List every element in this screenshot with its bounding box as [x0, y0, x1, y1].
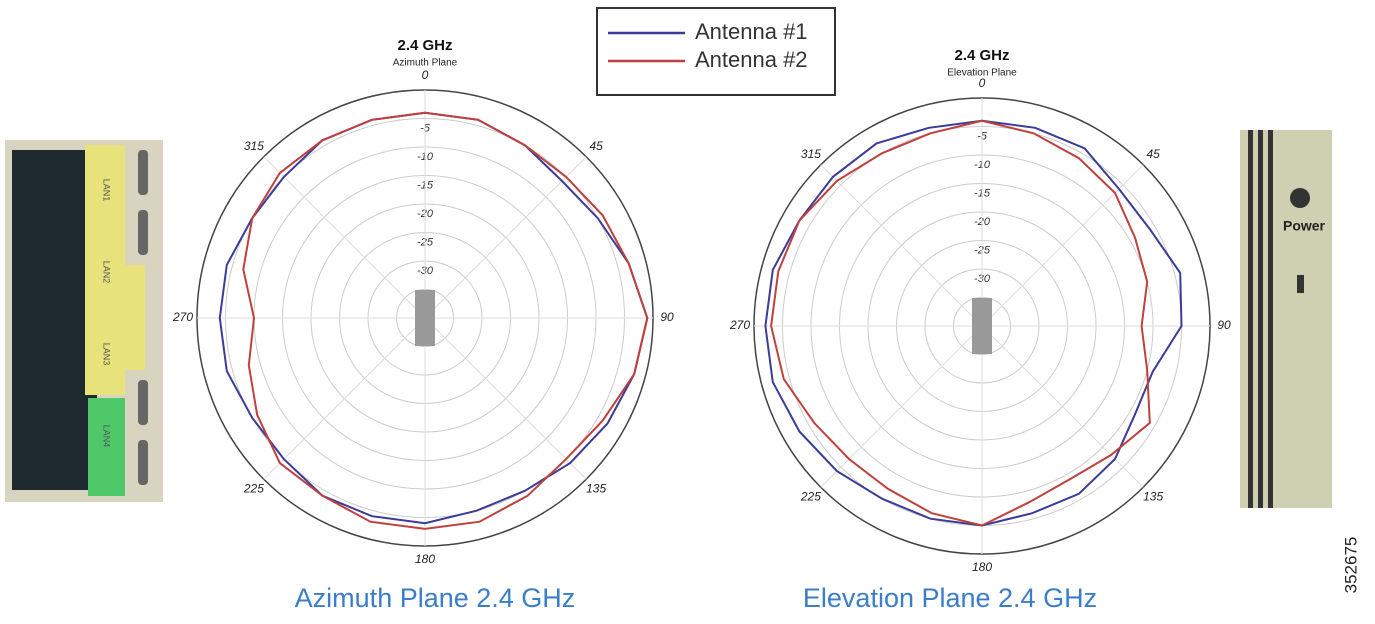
grid-spoke: [263, 317, 426, 480]
slot: [138, 380, 148, 425]
theta-tick-label: 270: [729, 318, 750, 332]
port-label: LAN3: [102, 343, 112, 366]
chart-title: 2.4 GHz: [954, 47, 1009, 64]
grid-spoke: [820, 164, 983, 327]
port-label: LAN1: [102, 179, 112, 202]
photo-frame: [1240, 130, 1332, 508]
antenna: [972, 298, 992, 354]
legend-label: Antenna #2: [695, 47, 808, 72]
theta-tick-label: 90: [1217, 318, 1231, 332]
theta-tick-label: 270: [172, 310, 193, 324]
chart-subtitle: Azimuth Plane: [393, 58, 458, 69]
theta-tick-label: 45: [589, 139, 603, 153]
slot: [138, 210, 148, 255]
grid-spoke: [820, 325, 983, 488]
label-strip: [85, 145, 145, 395]
theta-tick-label: 135: [586, 481, 606, 495]
chart-subtitle: Elevation Plane: [947, 68, 1017, 79]
series-line: [242, 111, 649, 530]
board: [12, 150, 97, 490]
theta-tick-label: 225: [243, 481, 264, 495]
theta-tick-label: 0: [422, 68, 429, 82]
vent: [1258, 130, 1263, 508]
theta-tick-label: 315: [244, 139, 264, 153]
slot: [138, 150, 148, 195]
grid-spoke: [424, 317, 587, 480]
left-photo: [5, 140, 163, 502]
theta-tick-label: 90: [660, 310, 674, 324]
slot: [138, 440, 148, 485]
power-button: [1290, 188, 1310, 208]
caption: Azimuth Plane 2.4 GHz: [295, 583, 576, 613]
figure-id: 352675: [1341, 537, 1360, 594]
legend: [596, 7, 836, 96]
caption: Elevation Plane 2.4 GHz: [803, 583, 1097, 613]
vent: [1268, 130, 1273, 508]
theta-tick-label: 315: [801, 147, 821, 161]
grid-spoke: [981, 325, 1144, 488]
right-photo: Power: [1240, 130, 1332, 508]
port-label: LAN4: [102, 425, 112, 448]
theta-tick-label: 45: [1146, 147, 1160, 161]
poe-strip: [88, 398, 125, 496]
theta-tick-label: 225: [800, 489, 821, 503]
legend-label: Antenna #1: [695, 19, 808, 44]
series-line: [770, 119, 1151, 527]
grid-spoke: [263, 156, 426, 319]
vent: [1248, 130, 1253, 508]
antenna: [415, 290, 435, 346]
theta-tick-label: 180: [415, 552, 435, 566]
led: [1297, 275, 1304, 293]
theta-tick-label: 180: [972, 560, 992, 574]
grid-spoke: [424, 156, 587, 319]
grid-spoke: [981, 164, 1144, 327]
chart-title: 2.4 GHz: [397, 37, 452, 54]
theta-tick-label: 135: [1143, 489, 1163, 503]
power-label: Power: [1283, 218, 1326, 234]
port-label: LAN2: [102, 261, 112, 284]
legend-box: [596, 7, 836, 96]
theta-tick-label: 0: [979, 76, 986, 90]
